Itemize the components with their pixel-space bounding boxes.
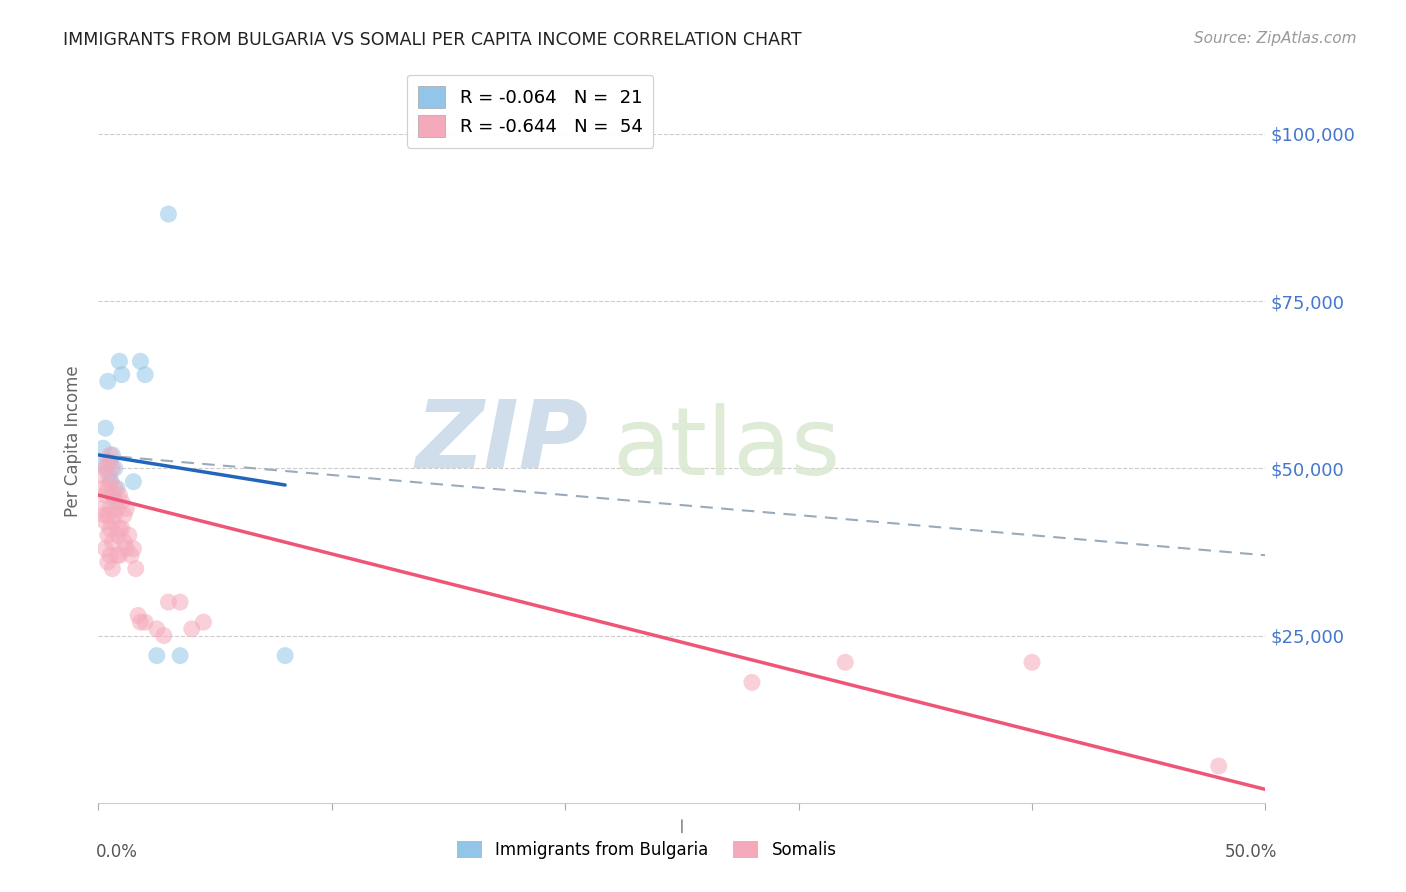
Text: IMMIGRANTS FROM BULGARIA VS SOMALI PER CAPITA INCOME CORRELATION CHART: IMMIGRANTS FROM BULGARIA VS SOMALI PER C… [63,31,801,49]
Point [1208,759,1230,773]
Point [101,448,124,462]
Text: 50.0%: 50.0% [1225,843,1277,861]
Point [157,207,180,221]
Point [169,648,191,663]
Point [108,521,131,535]
Point [112,508,135,523]
Point [94,488,117,502]
Point [134,368,156,382]
Point [97,555,120,569]
Point [108,548,131,563]
Point [90,458,112,472]
Point [111,521,134,535]
Point [152,628,174,642]
Point [101,461,124,475]
Text: 0.0%: 0.0% [96,843,138,861]
Point [101,488,124,502]
Point [97,467,120,482]
Point [104,494,127,508]
Point [98,548,121,563]
Point [97,528,120,542]
Y-axis label: Per Capita Income: Per Capita Income [65,366,83,517]
Point [101,515,124,529]
Point [111,368,134,382]
Point [111,494,134,508]
Point [94,541,117,556]
Point [134,615,156,630]
Point [101,534,124,549]
Point [193,615,215,630]
Point [157,595,180,609]
Point [118,528,141,542]
Point [91,482,114,496]
Legend: Immigrants from Bulgaria, Somalis: Immigrants from Bulgaria, Somalis [450,834,844,866]
Point [104,461,127,475]
Point [94,461,117,475]
Point [274,648,297,663]
Point [98,448,121,462]
Point [125,562,148,576]
Point [122,541,145,556]
Point [108,488,131,502]
Point [127,608,149,623]
Point [146,648,169,663]
Point [104,508,127,523]
Text: ZIP: ZIP [416,395,589,488]
Point [105,528,128,542]
Point [90,501,112,516]
Point [180,622,202,636]
Point [169,595,191,609]
Legend: R = -0.064   N =  21, R = -0.644   N =  54: R = -0.064 N = 21, R = -0.644 N = 54 [408,75,654,148]
Point [129,615,152,630]
Point [97,508,120,523]
Point [122,475,145,489]
Point [115,501,138,516]
Point [105,482,128,496]
Point [94,515,117,529]
Point [97,454,120,469]
Point [91,441,114,455]
Point [834,655,856,669]
Point [112,534,135,549]
Point [100,475,122,489]
Point [129,354,152,368]
Point [105,548,128,563]
Point [101,488,124,502]
Point [97,375,120,389]
Point [98,521,121,535]
Point [101,562,124,576]
Point [1021,655,1043,669]
Text: Source: ZipAtlas.com: Source: ZipAtlas.com [1194,31,1357,46]
Point [94,421,117,435]
Point [97,482,120,496]
Point [741,675,763,690]
Point [98,475,121,489]
Point [93,508,115,523]
Text: atlas: atlas [612,403,841,495]
Point [120,548,142,563]
Point [104,482,127,496]
Point [98,501,121,516]
Point [98,454,121,469]
Point [105,501,128,516]
Point [108,354,131,368]
Point [146,622,169,636]
Point [115,541,138,556]
Point [90,467,112,482]
